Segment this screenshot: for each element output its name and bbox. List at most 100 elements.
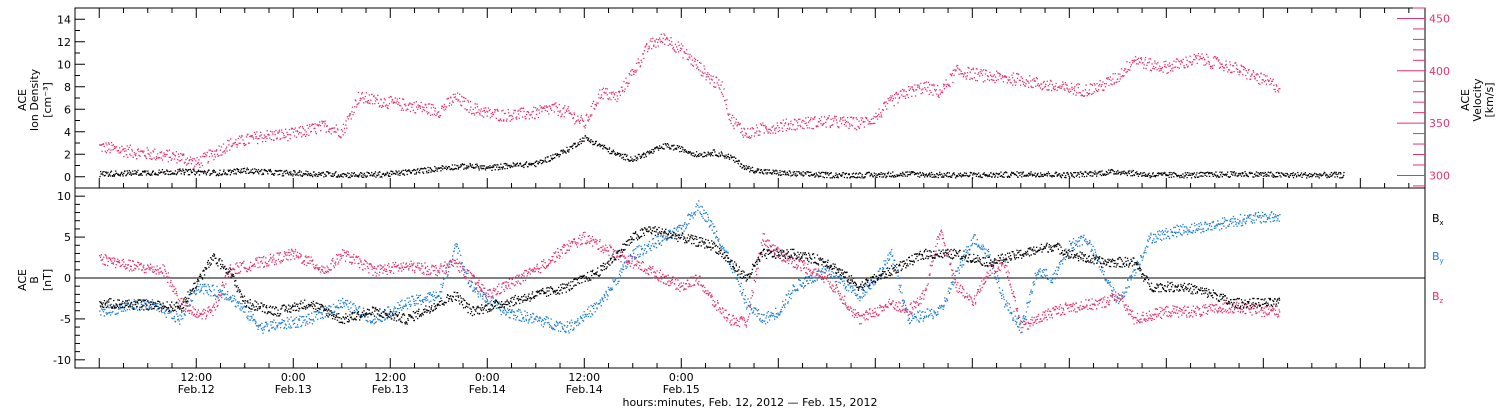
by-point	[338, 307, 340, 309]
velocity-point	[376, 99, 378, 101]
by-point	[560, 330, 562, 332]
density-point	[257, 169, 260, 171]
velocity-point	[994, 81, 996, 84]
density-point	[1196, 172, 1198, 174]
density-point	[885, 176, 887, 179]
velocity-point	[1062, 83, 1065, 85]
density-point	[352, 173, 355, 175]
density-point	[1166, 174, 1169, 177]
density-point	[878, 173, 880, 176]
by-point	[538, 317, 540, 319]
velocity-point	[777, 130, 779, 133]
density-point	[614, 152, 617, 154]
by-point	[640, 245, 642, 247]
velocity-point	[1020, 76, 1022, 78]
density-point	[338, 176, 340, 178]
velocity-point	[421, 110, 423, 113]
by-point	[239, 302, 242, 305]
velocity-point	[966, 72, 969, 74]
velocity-point	[443, 103, 445, 106]
velocity-point	[1176, 58, 1179, 60]
by-point	[585, 315, 587, 317]
density-point	[680, 150, 683, 153]
velocity-point	[1184, 67, 1186, 69]
density-point	[237, 170, 239, 172]
density-point	[294, 171, 296, 173]
density-point	[1279, 174, 1281, 177]
velocity-point	[1115, 81, 1117, 83]
by-point	[510, 311, 513, 314]
velocity-point	[423, 106, 425, 109]
velocity-point	[1102, 81, 1104, 83]
velocity-point	[950, 75, 953, 77]
density-point	[506, 167, 508, 170]
velocity-point	[867, 119, 869, 121]
velocity-point	[1189, 61, 1191, 63]
velocity-point	[254, 133, 256, 135]
by-point	[471, 281, 473, 283]
density-point	[586, 137, 588, 139]
by-point	[217, 297, 219, 299]
by-point	[441, 286, 443, 288]
by-point	[474, 291, 476, 293]
velocity-point	[386, 106, 388, 109]
velocity-point	[426, 106, 428, 109]
by-point	[593, 307, 595, 310]
by-point	[274, 327, 276, 330]
by-point	[427, 293, 429, 295]
velocity-point	[982, 81, 984, 83]
density-point	[252, 173, 255, 175]
velocity-point	[918, 84, 920, 86]
velocity-point	[279, 138, 281, 140]
velocity-point	[273, 131, 275, 133]
density-point	[154, 173, 156, 176]
velocity-point	[421, 106, 424, 108]
density-point	[135, 173, 138, 175]
by-point	[477, 290, 479, 292]
density-point	[341, 173, 343, 175]
density-point	[940, 176, 943, 178]
velocity-point	[454, 96, 456, 98]
density-point	[1161, 174, 1164, 176]
velocity-point	[723, 88, 725, 90]
density-point	[687, 152, 689, 154]
by-point	[267, 323, 269, 325]
velocity-point	[941, 90, 943, 92]
velocity-point	[597, 102, 599, 104]
velocity-point	[395, 102, 397, 104]
velocity-point	[1010, 82, 1012, 84]
by-point	[277, 324, 279, 326]
density-point	[426, 172, 428, 174]
density-point	[1181, 176, 1183, 178]
density-point	[734, 161, 736, 163]
velocity-point	[1109, 76, 1111, 78]
by-point	[308, 313, 310, 315]
density-point	[457, 167, 460, 169]
by-point	[482, 298, 484, 300]
velocity-point	[613, 93, 615, 95]
by-point	[370, 322, 372, 324]
velocity-point	[233, 142, 235, 144]
density-point	[719, 154, 721, 156]
velocity-point	[1140, 59, 1143, 61]
by-point	[306, 320, 308, 323]
velocity-point	[1172, 70, 1174, 72]
velocity-point	[1215, 57, 1217, 60]
density-point	[502, 167, 504, 169]
density-point	[1219, 176, 1221, 178]
velocity-point	[719, 88, 721, 90]
velocity-point	[834, 117, 836, 119]
density-point	[838, 173, 841, 175]
velocity-point	[425, 104, 427, 106]
velocity-point	[677, 51, 680, 53]
density-point	[426, 170, 428, 172]
density-point	[925, 174, 927, 177]
by-point	[287, 320, 289, 322]
by-point	[658, 242, 660, 245]
density-point	[1046, 172, 1048, 175]
by-point	[134, 308, 136, 310]
density-point	[1016, 171, 1018, 173]
density-point	[551, 158, 553, 161]
density-point	[460, 165, 462, 167]
velocity-point	[136, 158, 138, 160]
